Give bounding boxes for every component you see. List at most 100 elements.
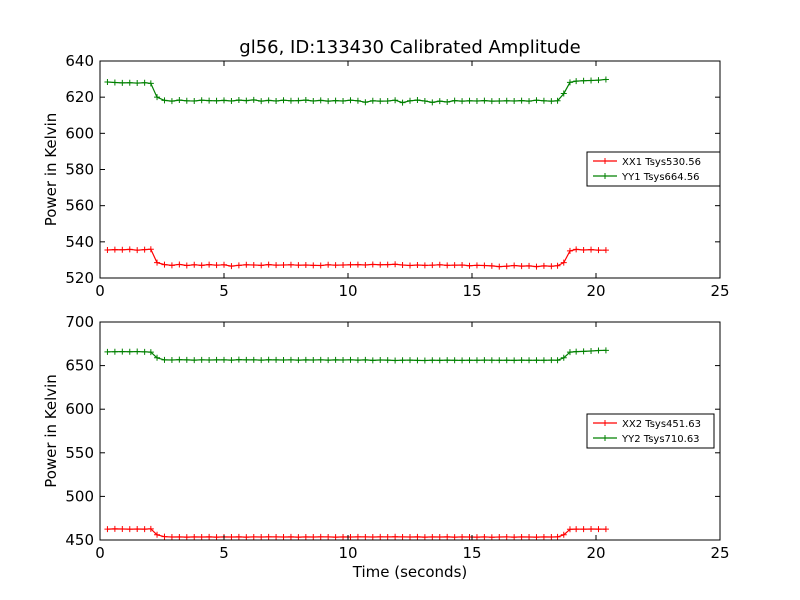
data-point	[481, 262, 488, 269]
data-point	[221, 97, 227, 104]
data-point	[459, 98, 466, 105]
data-point	[533, 357, 540, 364]
data-point	[228, 357, 235, 364]
data-point	[488, 534, 495, 541]
data-point	[295, 262, 302, 269]
data-point	[141, 526, 148, 533]
legend-label: YY1 Tsys664.56	[621, 172, 700, 183]
series-2	[104, 347, 609, 364]
y-tick-label: 450	[65, 531, 94, 549]
data-point	[295, 534, 302, 541]
data-point	[147, 525, 154, 532]
data-point	[354, 357, 361, 364]
data-point	[325, 357, 332, 364]
data-point	[325, 261, 332, 268]
chart-title: gl56, ID:133430 Calibrated Amplitude	[239, 37, 580, 58]
data-point	[595, 526, 602, 533]
data-point	[459, 533, 466, 540]
data-point	[392, 97, 399, 104]
data-point	[392, 533, 399, 540]
data-point	[518, 357, 525, 364]
data-point	[481, 97, 488, 104]
data-point	[250, 356, 257, 363]
y-tick-label: 620	[65, 88, 94, 106]
data-point	[168, 262, 175, 269]
data-point	[183, 262, 190, 269]
data-point	[533, 263, 540, 270]
data-point	[407, 357, 413, 364]
data-point	[548, 534, 555, 541]
data-point	[119, 79, 126, 86]
data-point	[168, 98, 175, 105]
data-point	[111, 79, 118, 86]
data-point	[444, 99, 451, 106]
y-tick-label: 640	[65, 52, 94, 70]
data-point	[377, 357, 384, 364]
x-tick-label: 20	[586, 282, 605, 300]
data-point	[414, 533, 421, 540]
data-point	[273, 356, 280, 363]
data-point	[511, 97, 518, 104]
data-point	[347, 261, 354, 268]
data-point	[421, 357, 428, 364]
data-point	[588, 246, 595, 253]
data-point	[317, 356, 324, 363]
data-point	[588, 526, 595, 533]
data-point	[421, 262, 428, 269]
data-point	[265, 356, 272, 363]
data-point	[265, 261, 272, 268]
data-point	[573, 246, 580, 253]
data-point	[588, 77, 595, 84]
data-point	[595, 247, 602, 254]
data-point	[302, 97, 309, 104]
data-point	[451, 97, 458, 104]
legend-box	[586, 413, 715, 449]
x-tick-label: 20	[586, 544, 605, 562]
data-point	[104, 348, 111, 355]
data-point	[414, 97, 421, 104]
data-point	[540, 533, 547, 540]
data-point	[560, 90, 567, 97]
y-tick-label: 500	[65, 487, 94, 505]
x-tick-label: 25	[710, 544, 729, 562]
data-point	[104, 78, 111, 85]
data-point	[580, 348, 587, 355]
data-point	[503, 357, 510, 364]
data-point	[573, 348, 580, 355]
data-point	[540, 97, 547, 104]
data-point	[526, 262, 533, 269]
data-point	[602, 347, 609, 354]
lower-chart: 0 5 10 15 20 25 450 500 550 600 650 700 Power in Kel…	[42, 313, 730, 581]
data-point	[496, 534, 503, 541]
data-point	[554, 357, 561, 364]
data-point	[191, 261, 198, 268]
data-point	[119, 526, 126, 533]
plot-frame	[99, 321, 721, 541]
data-point	[332, 534, 339, 541]
data-point	[369, 261, 376, 268]
data-point	[228, 534, 235, 541]
data-point	[377, 98, 384, 105]
y-tick-label: 540	[65, 233, 94, 251]
data-point	[154, 259, 161, 266]
data-point	[436, 261, 443, 268]
x-axis-label: Time (seconds)	[352, 563, 468, 581]
data-point	[466, 97, 473, 104]
y-tick-label: 600	[65, 400, 94, 418]
data-point	[362, 356, 369, 363]
data-point	[554, 97, 561, 104]
data-point	[104, 526, 111, 533]
data-point	[399, 533, 406, 540]
data-point	[496, 97, 503, 104]
x-tick-label: 15	[462, 282, 481, 300]
data-point	[126, 79, 133, 86]
data-point	[421, 534, 428, 541]
data-point	[243, 261, 250, 268]
data-point	[560, 259, 567, 266]
data-point	[384, 533, 391, 540]
data-point	[554, 262, 561, 269]
data-point	[317, 533, 324, 540]
data-point	[444, 533, 451, 540]
data-point	[602, 76, 609, 83]
